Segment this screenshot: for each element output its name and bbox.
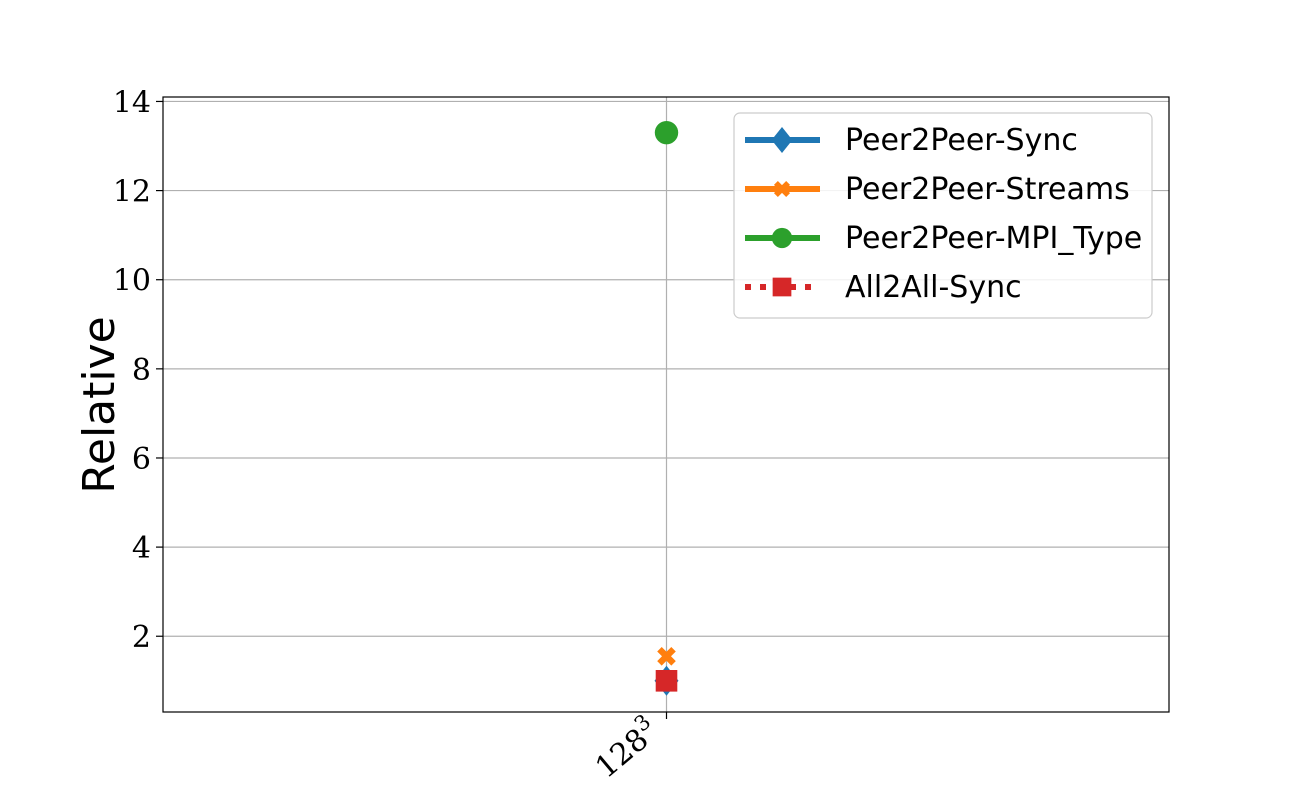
legend-label: Peer2Peer-Streams — [845, 172, 1130, 207]
y-tick-label: 4 — [132, 531, 151, 566]
legend-box — [733, 112, 1153, 319]
y-tick-label: 10 — [113, 264, 151, 299]
legend-entry-peer2peer-sync: Peer2Peer-Sync — [745, 123, 1078, 158]
grid-layer — [163, 97, 1169, 712]
series-all2all-sync — [655, 670, 678, 692]
legend-entry-peer2peer-mpi-type: Peer2Peer-MPI_Type — [745, 221, 1142, 256]
y-tick-label: 6 — [132, 442, 151, 477]
data-point — [657, 646, 676, 666]
data-point — [655, 670, 678, 692]
marks-layer — [654, 120, 679, 696]
series-peer2peer-mpi-type — [654, 120, 679, 145]
legend-marker — [772, 277, 792, 297]
legend-label: Peer2Peer-Sync — [845, 123, 1078, 158]
legend-entry-peer2peer-streams: Peer2Peer-Streams — [745, 172, 1130, 207]
y-tick-label: 12 — [113, 175, 151, 210]
legend-label: All2All-Sync — [845, 270, 1022, 305]
series-peer2peer-streams — [657, 646, 676, 666]
legend-marker — [771, 227, 793, 249]
y-tick-label: 8 — [132, 353, 151, 388]
y-tick-label: 14 — [113, 85, 151, 120]
data-point — [654, 120, 679, 145]
y-tick-label: 2 — [132, 620, 151, 655]
legend-marker — [771, 127, 793, 153]
legend-entry-all2all-sync: All2All-Sync — [745, 270, 1022, 305]
legend-entries: Peer2Peer-Sync Peer2Peer-Streams Peer2Peer… — [745, 123, 1142, 305]
y-axis-label: Relative — [74, 316, 125, 493]
legend-marker — [773, 180, 791, 198]
legend: Peer2Peer-Sync Peer2Peer-Streams Peer2Peer… — [733, 112, 1153, 319]
legend-label: Peer2Peer-MPI_Type — [845, 221, 1142, 256]
x-tick-label: 1283 — [586, 709, 666, 785]
